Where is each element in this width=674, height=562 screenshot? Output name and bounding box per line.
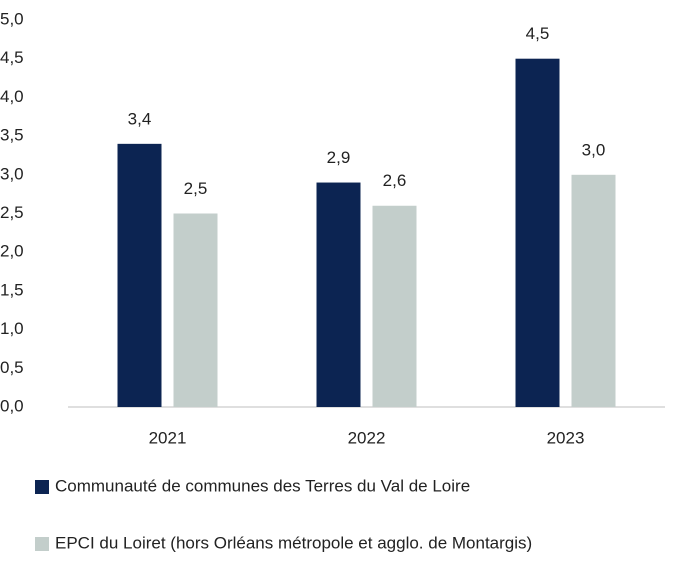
y-tick-label: 3,0 [0, 164, 24, 183]
y-tick-label: 2,0 [0, 242, 24, 261]
bar [117, 143, 162, 407]
data-label: 4,5 [526, 24, 550, 43]
y-tick-label: 4,0 [0, 87, 24, 106]
legend-label: EPCI du Loiret (hors Orléans métropole e… [55, 533, 532, 552]
bar [173, 213, 218, 407]
data-label: 2,6 [383, 171, 407, 190]
y-tick-label: 5,0 [0, 9, 24, 28]
legend-swatch [35, 537, 49, 551]
y-tick-label: 1,0 [0, 319, 24, 338]
y-tick-label: 2,5 [0, 203, 24, 222]
data-label: 2,5 [184, 179, 208, 198]
legend-swatch [35, 480, 49, 494]
x-tick-label: 2021 [149, 428, 187, 447]
data-label: 3,4 [128, 109, 152, 128]
y-tick-label: 0,5 [0, 358, 24, 377]
bar [372, 205, 417, 407]
x-tick-label: 2022 [348, 428, 386, 447]
data-label: 2,9 [327, 148, 351, 167]
legend-label: Communauté de communes des Terres du Val… [55, 476, 470, 495]
data-label: 3,0 [582, 140, 606, 159]
y-tick-label: 3,5 [0, 126, 24, 145]
bar [515, 58, 560, 407]
bar [571, 174, 616, 407]
y-tick-label: 0,0 [0, 396, 24, 415]
y-tick-label: 4,5 [0, 48, 24, 67]
x-tick-label: 2023 [547, 428, 585, 447]
y-tick-label: 1,5 [0, 280, 24, 299]
bar [316, 182, 361, 407]
